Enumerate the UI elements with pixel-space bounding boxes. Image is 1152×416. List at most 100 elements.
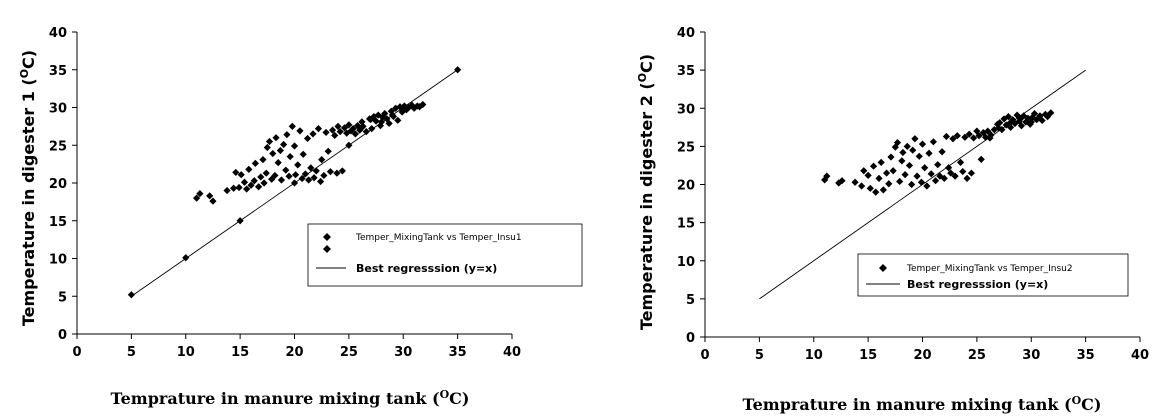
chart-1-y-axis-label: Temperature in digester 1 (OC)	[18, 50, 38, 326]
y-tick-label: 5	[58, 290, 67, 305]
scatter-point	[294, 161, 302, 169]
y-tick-label: 30	[49, 102, 67, 117]
scatter-point	[918, 140, 927, 148]
scatter-point	[340, 124, 349, 132]
chart-2-legend-label-2: Best regresssion (y=x)	[907, 278, 1048, 291]
chart-1-axes: 0 5 10 15 20 25 30 35 40 0 5 10 15 20 25 30 35 40	[49, 26, 521, 360]
scatter-point	[193, 194, 201, 202]
scatter-point	[236, 217, 244, 225]
scatter-point	[290, 179, 299, 187]
scatter-point	[262, 169, 270, 177]
scatter-point	[877, 158, 885, 166]
scatter-point	[282, 166, 290, 174]
x-tick-label: 40	[503, 345, 521, 360]
scatter-point	[240, 178, 249, 186]
scatter-point	[970, 134, 978, 142]
scatter-point	[338, 167, 346, 175]
scatter-point	[396, 103, 404, 111]
scatter-point	[927, 170, 935, 178]
scatter-point	[232, 168, 240, 177]
chart-1-legend-label-1: Temper_MixingTank vs Temper_Insu1	[355, 233, 522, 243]
scatter-point	[299, 150, 307, 158]
chart-2-legend-label-1: Temper_MixingTank vs Temper_Insu2	[906, 264, 1073, 274]
x-tick-label: 25	[968, 348, 986, 363]
scatter-point	[901, 170, 909, 179]
scatter-point	[400, 102, 408, 110]
scatter-point	[324, 147, 332, 155]
scatter-point	[288, 122, 296, 130]
scatter-point	[899, 148, 907, 157]
y-tick-label: 30	[677, 102, 695, 117]
scatter-point	[998, 126, 1006, 134]
scatter-point	[959, 167, 967, 176]
scatter-point	[243, 185, 251, 193]
scatter-point	[917, 178, 926, 186]
scatter-point	[322, 128, 330, 137]
scatter-point	[182, 254, 190, 262]
scatter-point	[209, 197, 217, 205]
chart-1-legend-label-2: Best regresssion (y=x)	[356, 262, 497, 275]
scatter-point	[271, 171, 279, 180]
chart-1-marks	[127, 66, 462, 299]
scatter-point	[277, 176, 286, 184]
scatter-point	[255, 183, 263, 191]
y-tick-label: 40	[677, 26, 695, 41]
y-tick-label: 40	[49, 26, 67, 41]
scatter-point	[875, 174, 883, 182]
scatter-point	[823, 172, 831, 180]
chart-2-axes: 0 5 10 15 20 25 30 35 40 0 5 10 15 20 25 30 35 40	[677, 26, 1149, 363]
scatter-point	[947, 169, 955, 177]
scatter-point	[265, 137, 274, 146]
scatter-point	[268, 175, 276, 183]
scatter-point	[949, 135, 957, 143]
x-tick-label: 20	[285, 345, 303, 360]
scatter-point	[879, 186, 887, 194]
scatter-point	[394, 116, 402, 124]
chart-digester-1: 0 5 10 15 20 25 30 35 40 0 5 10 15 20 25 30 35 40 Tempera…	[18, 26, 583, 408]
scatter-point	[272, 134, 280, 142]
scatter-point	[333, 169, 341, 177]
chart-2-y-axis-label: Temperature in digester 2 (OC)	[636, 54, 656, 330]
x-tick-label: 0	[72, 345, 81, 360]
scatter-point	[320, 171, 328, 180]
y-tick-label: 10	[49, 253, 67, 268]
scatter-point	[896, 177, 904, 186]
scatter-point	[889, 167, 897, 175]
scatter-point	[956, 158, 965, 166]
scatter-point	[1011, 119, 1019, 128]
scatter-point	[334, 122, 342, 130]
scatter-point	[908, 180, 916, 189]
x-tick-label: 10	[805, 348, 823, 363]
scatter-point	[1022, 118, 1030, 126]
y-tick-label: 35	[677, 64, 695, 79]
scatter-point	[359, 122, 367, 130]
scatter-point	[328, 126, 337, 134]
scatter-point	[938, 148, 946, 156]
scatter-point	[259, 155, 267, 164]
x-tick-label: 40	[1131, 348, 1149, 363]
scatter-point	[864, 171, 872, 179]
scatter-point	[869, 162, 878, 170]
x-tick-label: 5	[755, 348, 764, 363]
scatter-point	[454, 66, 462, 74]
chart-2-legend-box	[857, 253, 1129, 297]
y-tick-label: 15	[677, 217, 695, 232]
scatter-point	[345, 121, 353, 129]
scatter-point	[276, 146, 284, 155]
scatter-point	[309, 130, 317, 138]
scatter-point	[975, 132, 983, 140]
scatter-point	[940, 174, 948, 182]
x-tick-label: 5	[127, 345, 136, 360]
scatter-point	[387, 107, 395, 115]
scatter-point	[905, 161, 914, 170]
scatter-point	[250, 177, 258, 185]
x-tick-label: 35	[1077, 348, 1095, 363]
scatter-point	[1017, 122, 1026, 130]
scatter-point	[913, 172, 921, 180]
scatter-point	[377, 118, 386, 126]
scatter-point	[1016, 115, 1024, 123]
scatter-point	[206, 192, 214, 200]
scatter-point	[953, 132, 961, 140]
scatter-point	[1038, 116, 1046, 125]
